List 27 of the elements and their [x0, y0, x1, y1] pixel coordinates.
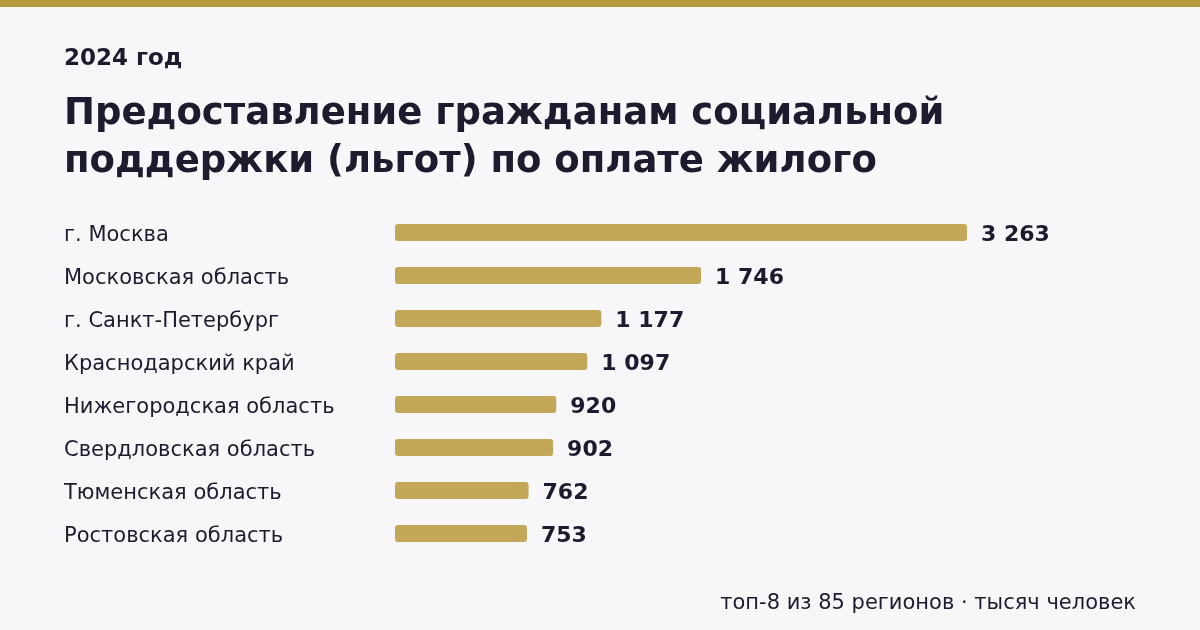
data-label: 1 177 — [615, 306, 685, 332]
bar — [395, 267, 702, 284]
data-label: 753 — [541, 521, 587, 547]
text: топ-8 из 85 регионов · тысяч человек — [720, 590, 1136, 614]
data-label: 920 — [570, 392, 617, 418]
y-tick-label: Ростовская область — [64, 522, 284, 547]
y-tick-label: Краснодарский край — [64, 350, 295, 375]
y-tick-label: Тюменская область — [63, 479, 282, 504]
text: 2024 год — [64, 44, 183, 70]
y-tick-label: г. Санкт-Петербург — [64, 307, 280, 332]
bar — [395, 525, 527, 542]
bar — [395, 310, 602, 327]
bar — [395, 482, 529, 499]
y-tick-label: г. Москва — [64, 221, 169, 246]
data-label: 902 — [567, 435, 614, 461]
y-tick-label: Московская область — [64, 264, 290, 289]
bar — [395, 224, 967, 241]
bar — [395, 396, 557, 413]
chart-title: Предоставление гражданам социальной поддержки (льгот) по оплате жилого — [64, 89, 946, 183]
data-label: 3 263 — [981, 220, 1050, 246]
bar — [395, 439, 554, 456]
data-label: 762 — [542, 478, 589, 504]
y-tick-label: Нижегородская область — [64, 393, 335, 418]
data-label: 1 097 — [601, 349, 671, 375]
data-label: 1 746 — [715, 263, 784, 289]
bar — [395, 353, 588, 370]
y-tick-label: Свердловская область — [64, 436, 316, 461]
